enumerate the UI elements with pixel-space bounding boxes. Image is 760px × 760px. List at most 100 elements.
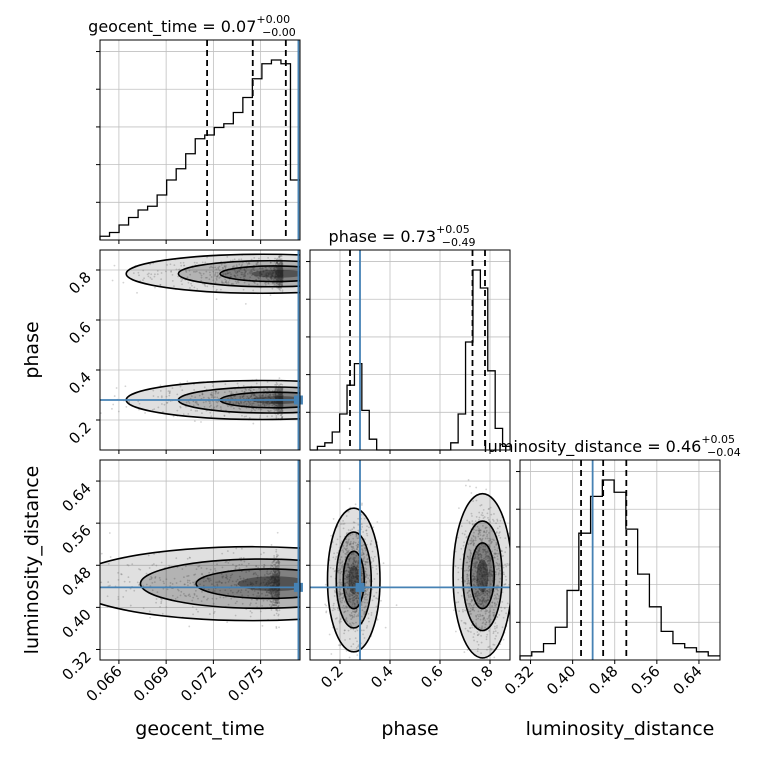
sample-point xyxy=(481,590,484,593)
sample-point xyxy=(277,401,280,404)
sample-point xyxy=(277,579,280,582)
sample-point xyxy=(342,544,345,547)
sample-point xyxy=(349,601,352,603)
sample-point xyxy=(277,403,280,406)
sample-point xyxy=(274,598,276,601)
sample-point xyxy=(482,562,485,565)
sample-point xyxy=(252,268,255,271)
sample-point xyxy=(243,277,245,280)
sample-point xyxy=(277,593,280,596)
sample-point xyxy=(366,561,368,564)
sample-point xyxy=(274,603,276,606)
sample-point xyxy=(347,540,350,543)
sample-point xyxy=(271,579,274,582)
sample-point xyxy=(338,620,341,623)
sample-point xyxy=(40,398,42,400)
sample-point xyxy=(274,581,276,584)
sample-point xyxy=(276,589,279,592)
sample-point xyxy=(278,274,281,277)
sample-point xyxy=(486,575,489,578)
sample-point xyxy=(277,269,280,272)
sample-point xyxy=(482,614,484,617)
sample-point xyxy=(273,275,276,278)
sample-point xyxy=(274,284,277,286)
sample-point xyxy=(355,647,358,649)
sample-point xyxy=(275,401,278,404)
sample-point xyxy=(277,275,280,278)
sample-point xyxy=(250,258,253,261)
sample-point xyxy=(238,563,241,566)
sample-point xyxy=(464,530,467,533)
sample-point xyxy=(272,584,275,587)
sample-point xyxy=(155,598,158,600)
sample-point xyxy=(250,583,253,586)
sample-point xyxy=(277,593,280,596)
sample-point xyxy=(277,408,280,410)
sample-point xyxy=(271,574,274,577)
sample-point xyxy=(277,279,280,282)
sample-point xyxy=(360,504,363,506)
sample-point xyxy=(278,274,281,277)
sample-point xyxy=(255,396,258,399)
sample-point xyxy=(477,610,480,613)
sample-point xyxy=(215,298,218,301)
sample-point xyxy=(208,266,211,269)
sample-point xyxy=(366,625,369,627)
sample-point xyxy=(280,397,283,400)
sample-point xyxy=(124,385,127,388)
sample-point xyxy=(275,580,278,583)
sample-point xyxy=(481,580,483,583)
sample-point xyxy=(275,577,277,579)
sample-point xyxy=(328,633,331,636)
sample-point xyxy=(242,275,245,278)
sample-point xyxy=(492,614,495,617)
sample-point xyxy=(273,604,276,606)
sample-point xyxy=(178,268,181,271)
sample-point xyxy=(279,402,282,405)
sample-point xyxy=(483,571,486,574)
sample-point xyxy=(278,275,281,278)
sample-point xyxy=(280,394,282,397)
sample-point xyxy=(270,576,273,579)
sample-point xyxy=(171,274,174,276)
sample-point xyxy=(168,565,171,567)
sample-point xyxy=(263,578,266,581)
density-level xyxy=(178,260,300,287)
sample-point xyxy=(274,591,277,594)
sample-point xyxy=(208,577,211,580)
sample-point xyxy=(188,556,191,559)
sample-point xyxy=(337,570,339,573)
sample-point xyxy=(484,567,487,570)
sample-point xyxy=(351,584,354,586)
sample-point xyxy=(355,554,358,557)
sample-point xyxy=(186,579,189,582)
sample-point xyxy=(361,570,364,573)
sample-point xyxy=(184,565,187,568)
sample-point xyxy=(375,568,378,570)
sample-point xyxy=(469,539,472,542)
sample-point xyxy=(272,584,274,587)
sample-point xyxy=(259,271,262,273)
sample-point xyxy=(257,276,260,279)
sample-point xyxy=(269,592,272,595)
sample-point xyxy=(204,285,207,287)
sample-point xyxy=(281,403,284,406)
sample-point xyxy=(223,391,226,394)
sample-point xyxy=(477,553,479,556)
sample-point xyxy=(270,600,273,603)
sample-point xyxy=(227,405,229,408)
sample-point xyxy=(276,581,279,584)
sample-point xyxy=(268,405,270,408)
sample-point xyxy=(481,593,483,596)
sample-point xyxy=(472,584,475,586)
sample-point xyxy=(339,597,341,600)
sample-point xyxy=(281,397,284,400)
sample-point xyxy=(279,266,282,269)
sample-point xyxy=(276,270,279,273)
sample-point xyxy=(277,275,280,278)
sample-point xyxy=(177,589,180,592)
sample-point xyxy=(271,581,274,584)
sample-point xyxy=(150,578,153,580)
sample-point xyxy=(203,405,206,408)
sample-point xyxy=(272,580,275,582)
